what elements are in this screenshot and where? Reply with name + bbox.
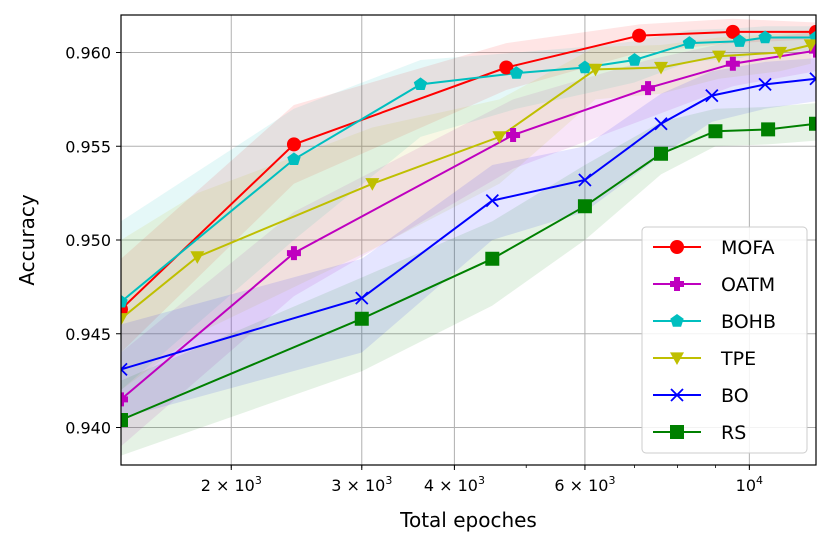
legend-label-oatm: OATM (721, 274, 775, 296)
point-rs (577, 199, 592, 214)
point-oatm (506, 128, 521, 142)
point-tpe (492, 131, 507, 144)
point-rs (761, 122, 776, 137)
legend-marker-mofa (670, 240, 684, 254)
point-tpe (803, 39, 816, 52)
y-tick-label: 0.950 (65, 231, 111, 250)
x-tick-label: 3 × 103 (331, 474, 392, 495)
legend-label-rs: RS (721, 422, 746, 444)
point-bohb (682, 36, 696, 49)
point-tpe (588, 63, 603, 77)
axis-ticks: 0.940 0.945 0.950 0.955 0.960 2 × 103 3 × 103 4… (65, 44, 763, 496)
band-oatm (121, 31, 816, 447)
point-tpe (773, 46, 788, 60)
legend-marker-bohb (670, 314, 684, 327)
point-bo (758, 77, 772, 92)
point-bohb (413, 77, 428, 90)
point-oatm (286, 246, 301, 261)
x-tick-label: 6 × 103 (554, 474, 615, 495)
point-mofa (632, 28, 647, 43)
x-tick-label: 2 × 103 (201, 474, 262, 495)
point-oatm (641, 81, 656, 96)
legend-label-tpe: TPE (720, 348, 756, 370)
point-tpe (121, 313, 128, 326)
line-rs (121, 122, 816, 421)
band-bo (121, 58, 816, 419)
band-rs (121, 103, 816, 456)
legend-marker-oatm (670, 277, 684, 291)
point-tpe (654, 61, 669, 75)
point-bohb (578, 60, 592, 74)
point-bohb (121, 294, 128, 308)
point-rs (354, 311, 369, 326)
y-tick-label: 0.955 (65, 137, 111, 156)
y-tick-label: 0.960 (65, 44, 111, 63)
point-tpe (711, 50, 726, 64)
legend-label-bo: BO (721, 385, 749, 407)
point-rs (654, 146, 669, 161)
point-rs (121, 413, 128, 427)
legend-marker-rs (670, 425, 684, 439)
x-tick-label: 4 × 103 (424, 474, 485, 495)
band-bohb (121, 26, 816, 390)
point-bo (485, 193, 499, 208)
point-mofa (725, 24, 740, 39)
x-tick-label: 104 (736, 474, 763, 495)
point-bohb (732, 34, 747, 47)
band-mofa (121, 18, 816, 353)
point-oatm (725, 56, 740, 71)
point-bo (121, 362, 128, 377)
legend: MOFA OATM BOHB TPE BO RS (641, 226, 808, 454)
point-bohb (509, 66, 524, 79)
series-lines (121, 30, 816, 421)
point-rs (708, 124, 723, 139)
x-axis-label: Total epoches (399, 508, 537, 532)
y-axis-label: Accuracy (15, 194, 39, 285)
legend-marker-bo (670, 388, 684, 402)
band-tpe (121, 30, 811, 390)
point-bo (654, 117, 668, 131)
line-oatm (121, 49, 816, 401)
point-bohb (758, 30, 772, 44)
point-bohb (287, 152, 301, 165)
point-rs (485, 251, 500, 266)
point-bo (578, 173, 592, 187)
legend-marker-tpe (670, 352, 684, 365)
line-mofa (121, 30, 816, 311)
confidence-bands (121, 18, 816, 456)
point-bo (809, 72, 816, 86)
line-bohb (121, 36, 816, 303)
legend-box (641, 226, 808, 454)
series-markers (121, 24, 816, 427)
legend-label-mofa: MOFA (721, 237, 775, 259)
line-bo (121, 77, 816, 371)
point-oatm (121, 392, 128, 407)
legend-label-bohb: BOHB (721, 311, 776, 333)
point-bohb (627, 53, 642, 66)
point-bo (705, 88, 719, 103)
point-bo (355, 291, 369, 305)
y-tick-label: 0.945 (65, 325, 111, 344)
point-oatm (809, 43, 816, 58)
y-tick-label: 0.940 (65, 419, 111, 438)
point-rs (809, 116, 816, 131)
point-tpe (365, 178, 380, 191)
point-tpe (190, 251, 205, 264)
point-mofa (286, 137, 301, 152)
